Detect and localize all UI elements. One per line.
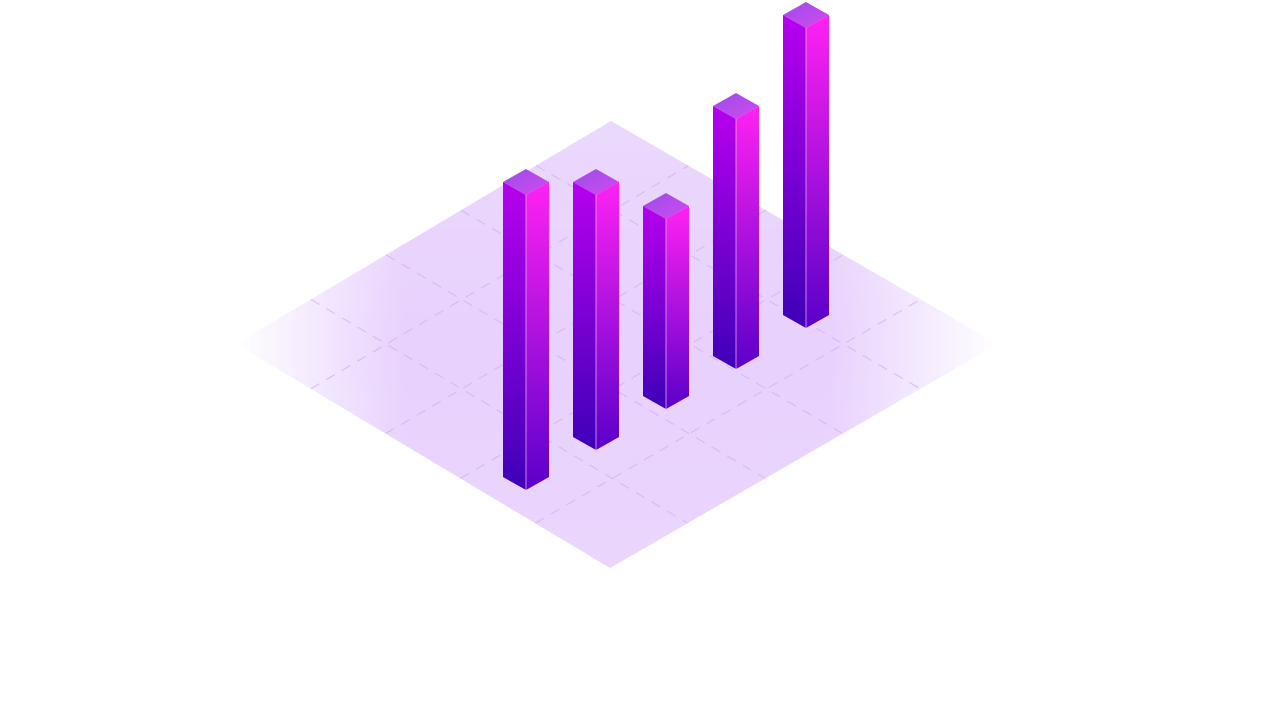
bar-cap [713, 93, 759, 119]
bar-2 [573, 169, 619, 450]
bar-3 [643, 193, 689, 409]
bar-left-face [503, 182, 526, 490]
bar-right-face [736, 106, 759, 369]
bar-cap [573, 169, 619, 195]
bar-left-face [643, 206, 666, 409]
bar-4 [713, 93, 759, 369]
bar-right-face [596, 182, 619, 450]
grid-line-b [310, 298, 688, 524]
bar-5 [783, 2, 829, 328]
bar-right-face [806, 15, 829, 328]
bar-left-face [713, 106, 736, 369]
grid-line-a [534, 298, 921, 524]
bar-left-face [573, 182, 596, 450]
bars [503, 2, 829, 490]
bar-right-face [526, 182, 549, 490]
bar-left-face [783, 15, 806, 328]
bar-right-face [666, 206, 689, 409]
bar-1 [503, 169, 549, 490]
bar-cap [643, 193, 689, 219]
bar-cap [783, 2, 829, 28]
bar-cap [503, 169, 549, 195]
grid-line-a [310, 165, 689, 390]
